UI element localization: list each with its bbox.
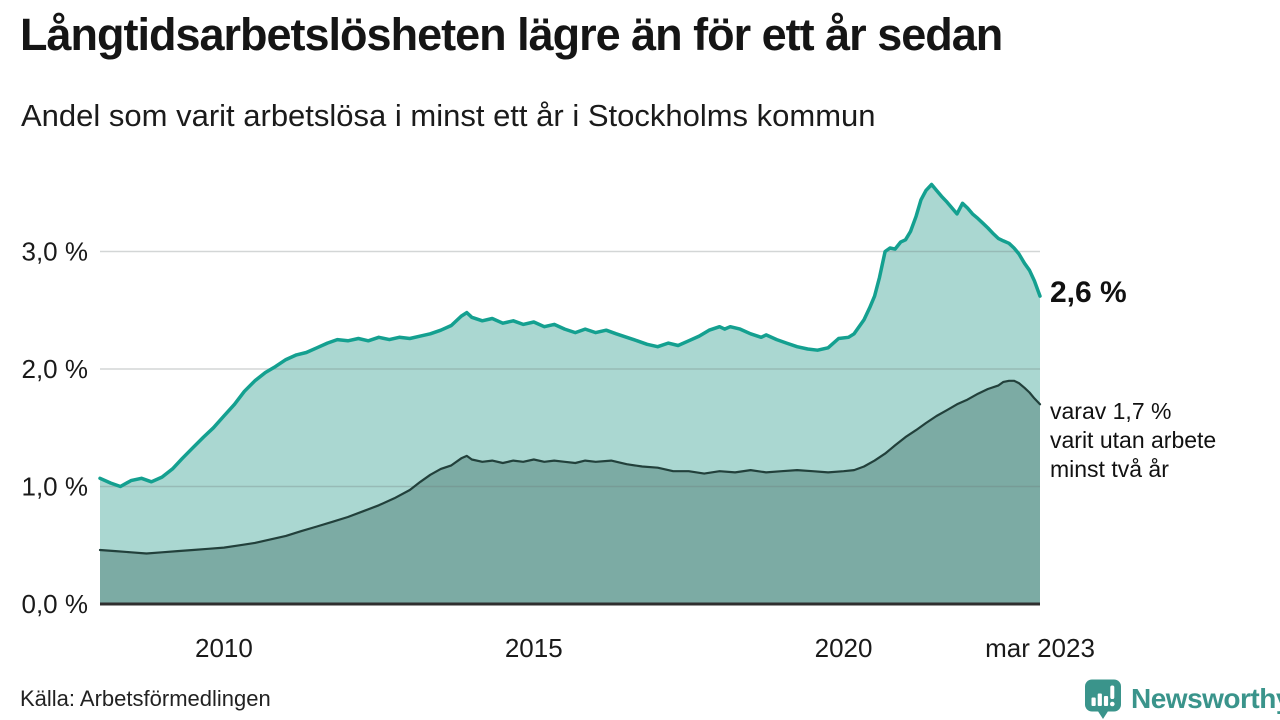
y-tick-label: 0,0 %: [22, 589, 89, 619]
annotation-line: varit utan arbete: [1050, 427, 1217, 453]
brand-name: Newsworthy: [1131, 683, 1280, 714]
annotation-line: minst två år: [1050, 456, 1169, 482]
newsworthy-bubble-barchart-icon: [1085, 679, 1121, 719]
page-subtitle: Andel som varit arbetslösa i minst ett å…: [21, 98, 876, 133]
y-tick-label: 2,0 %: [22, 354, 89, 384]
source-credit: Källa: Arbetsförmedlingen: [20, 686, 271, 711]
series2-line: [98, 379, 1042, 555]
page-title: Långtidsarbetslösheten lägre än för ett …: [20, 9, 1003, 60]
series1-line: [98, 182, 1042, 489]
y-tick-label: 3,0 %: [22, 237, 89, 267]
x-tick-label: 2020: [815, 633, 873, 663]
newsworthy-logo: Newsworthy: [1083, 678, 1280, 720]
annotation-line: varav 1,7 %: [1050, 398, 1172, 424]
series1-end-value-label: 2,6 %: [1050, 276, 1127, 309]
series2-end-annotation: varav 1,7 % varit utan arbete minst två …: [1050, 397, 1216, 484]
series2-area-fill: [100, 380, 1040, 604]
y-tick-label: 1,0 %: [22, 472, 89, 502]
x-tick-label: 2015: [505, 633, 563, 663]
x-tick-label: 2010: [195, 633, 253, 663]
x-tick-label: mar 2023: [985, 633, 1095, 663]
